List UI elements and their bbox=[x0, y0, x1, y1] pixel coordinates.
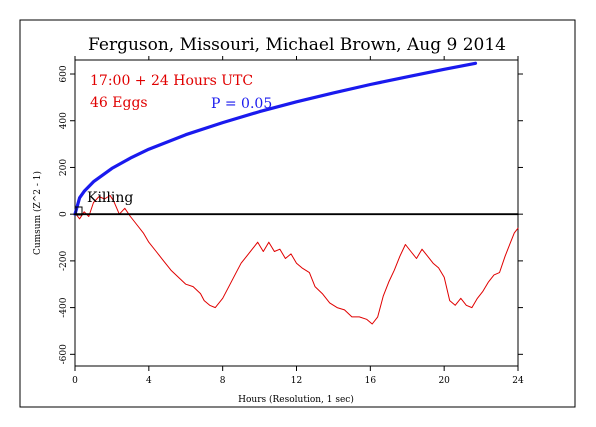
x-tick-label: 0 bbox=[72, 376, 78, 386]
x-tick-label: 12 bbox=[291, 376, 302, 386]
x-axis-label: Hours (Resolution, 1 sec) bbox=[238, 394, 354, 405]
x-tick-label: 8 bbox=[220, 376, 226, 386]
envelope-line bbox=[73, 61, 478, 216]
x-tick-label: 24 bbox=[512, 376, 524, 386]
event-marker-label: Killing bbox=[87, 190, 133, 206]
y-tick-label: 200 bbox=[59, 159, 69, 176]
event-marker-box bbox=[75, 206, 83, 216]
time-range-annotation: 17:00 + 24 Hours UTC bbox=[90, 73, 253, 89]
x-tick-label: 16 bbox=[365, 376, 377, 386]
x-tick-label: 20 bbox=[438, 376, 450, 386]
axes-layer: 0 4 8 12 16 20 24 -600 -400 -200 0 200 400 600 bbox=[59, 56, 524, 386]
series-layer bbox=[73, 61, 519, 325]
y-tick-label: -400 bbox=[59, 297, 69, 317]
x-tick-label: 4 bbox=[146, 376, 152, 386]
y-tick-label: -200 bbox=[59, 251, 69, 271]
y-tick-label: 600 bbox=[59, 65, 69, 82]
y-tick-label: -600 bbox=[59, 344, 69, 364]
chart-title: Ferguson, Missouri, Michael Brown, Aug 9… bbox=[88, 35, 506, 55]
y-axis-label: Cumsum (Z^2 - 1) bbox=[32, 171, 43, 255]
eggs-annotation: 46 Eggs bbox=[90, 95, 148, 111]
probability-annotation: P = 0.05 bbox=[211, 96, 272, 112]
y-tick-label: 0 bbox=[59, 211, 69, 217]
cumsum-line bbox=[74, 195, 519, 325]
y-tick-label: 400 bbox=[59, 112, 69, 129]
